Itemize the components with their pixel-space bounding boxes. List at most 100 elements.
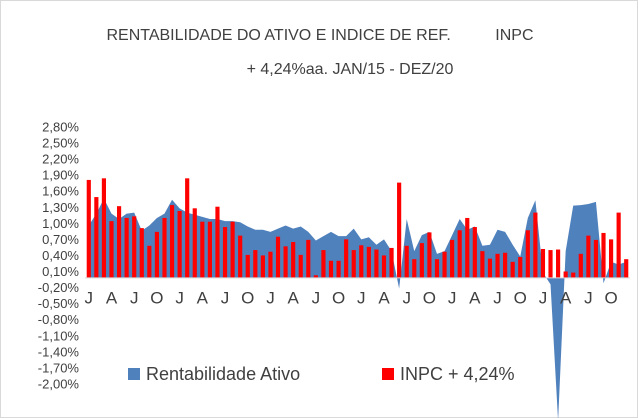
y-tick-label: -0,80% — [38, 312, 80, 327]
bar — [154, 231, 159, 278]
y-tick-label: 2,80% — [42, 119, 79, 134]
x-tick-label: O — [423, 288, 436, 307]
bar — [124, 217, 129, 278]
x-tick-label: J — [448, 288, 457, 307]
bar — [503, 252, 508, 278]
bar — [450, 239, 455, 278]
bar — [412, 259, 417, 278]
bar — [434, 259, 440, 278]
bar — [374, 249, 379, 278]
bar — [381, 255, 387, 278]
bar — [147, 245, 152, 278]
y-tick-label: -2,00% — [38, 376, 80, 391]
bar — [116, 206, 122, 278]
y-tick-label: 1,90% — [42, 168, 79, 183]
y-tick-label: -1,10% — [38, 328, 80, 343]
y-tick-label: 2,20% — [42, 152, 79, 167]
x-tick-label: J — [266, 288, 275, 307]
y-tick-label: 0,70% — [42, 232, 79, 247]
bar — [389, 247, 394, 278]
y-tick-label: -1,70% — [38, 360, 80, 375]
x-tick-label: J — [175, 288, 184, 307]
bar — [215, 206, 220, 278]
x-tick-label: J — [402, 288, 411, 307]
bar — [533, 212, 538, 278]
bar — [586, 235, 591, 278]
bar — [480, 251, 485, 278]
bar — [283, 246, 288, 278]
x-tick-label: O — [241, 288, 254, 307]
bar — [442, 251, 447, 278]
bar — [540, 249, 546, 278]
bar — [359, 245, 364, 278]
bar — [366, 246, 371, 278]
legend-label: Rentabilidade Ativo — [146, 364, 300, 384]
bar — [245, 254, 250, 278]
x-tick-label: J — [130, 288, 139, 307]
x-tick-label: O — [332, 288, 345, 307]
bar — [457, 230, 462, 278]
x-tick-label: A — [469, 288, 481, 307]
bar — [472, 227, 477, 278]
bar — [253, 250, 258, 278]
bar — [351, 250, 356, 278]
bar — [192, 208, 197, 278]
bar — [222, 227, 228, 278]
bar — [101, 178, 107, 278]
x-tick-label: J — [357, 288, 366, 307]
x-tick-label: J — [539, 288, 548, 307]
y-tick-label: -1,40% — [38, 344, 80, 359]
x-tick-label: A — [106, 288, 118, 307]
y-tick-label: -0,50% — [38, 296, 80, 311]
x-tick-label: J — [584, 288, 593, 307]
bar — [185, 178, 190, 278]
bar — [139, 228, 144, 278]
bar — [291, 242, 296, 278]
bar — [419, 243, 424, 278]
y-tick-label: 1,60% — [42, 184, 79, 199]
bar — [525, 230, 530, 278]
bar — [518, 257, 523, 278]
x-tick-label: A — [287, 288, 299, 307]
bar — [556, 249, 561, 278]
bar — [162, 217, 167, 278]
y-tick-label: 0,10% — [42, 264, 79, 279]
bar — [132, 216, 137, 278]
bar — [336, 260, 341, 278]
bar — [321, 250, 326, 278]
chart-subtitle: + 4,24%aa. JAN/15 - DEZ/20 — [247, 61, 454, 78]
x-tick-label: O — [604, 288, 617, 307]
y-tick-label: -0,20% — [38, 280, 80, 295]
bar — [275, 236, 281, 278]
chart-title: RENTABILIDADE DO ATIVO E INDICE DE REF. … — [106, 27, 533, 44]
bar — [177, 210, 182, 278]
legend-swatch — [382, 368, 394, 380]
bar — [200, 221, 205, 278]
y-tick-label: 1,30% — [42, 200, 79, 215]
y-tick-label: 0,40% — [42, 248, 79, 263]
bar — [608, 239, 614, 278]
x-tick-label: A — [560, 288, 572, 307]
bar — [306, 239, 311, 278]
x-tick-label: J — [312, 288, 321, 307]
bar — [487, 258, 493, 278]
bar — [578, 253, 583, 278]
bar — [207, 221, 212, 278]
bar — [109, 221, 114, 278]
y-tick-label: 2,50% — [42, 136, 79, 151]
x-tick-label: J — [85, 288, 94, 307]
x-tick-label: A — [197, 288, 209, 307]
legend-label: INPC + 4,24% — [400, 364, 515, 384]
x-tick-label: J — [221, 288, 230, 307]
legend-swatch — [128, 368, 140, 380]
x-tick-label: A — [378, 288, 390, 307]
bar — [593, 239, 599, 278]
bar — [313, 275, 318, 278]
bar — [563, 271, 568, 278]
x-tick-label: O — [514, 288, 527, 307]
bar — [571, 272, 576, 278]
bar — [495, 253, 500, 278]
bar — [548, 250, 553, 278]
bar — [344, 239, 349, 278]
